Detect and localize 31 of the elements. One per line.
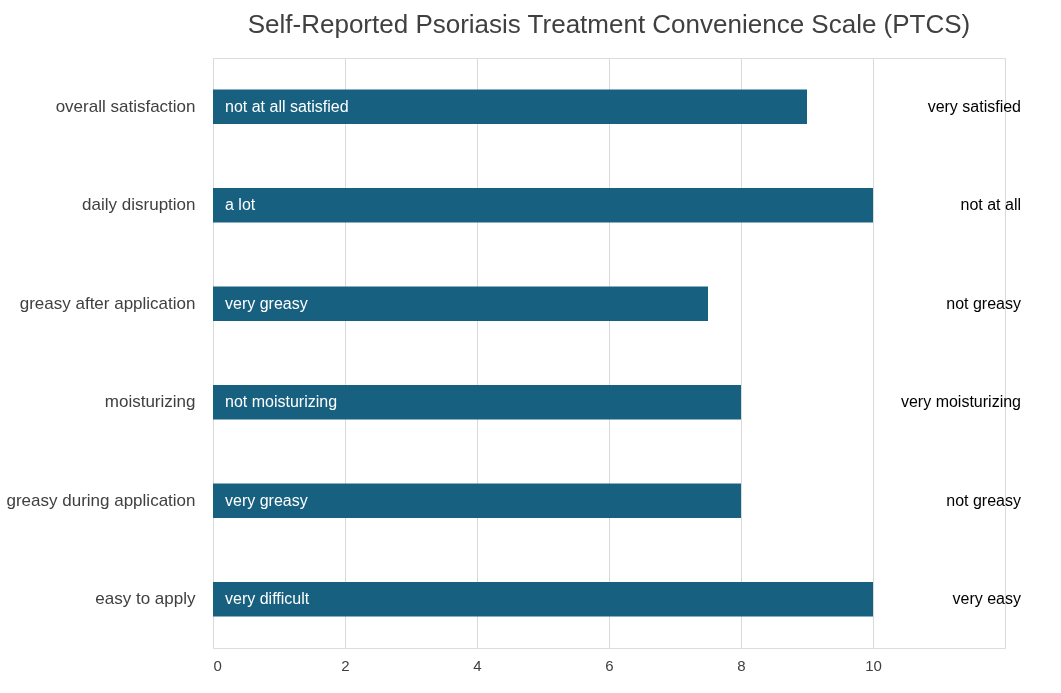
y-tick-label: easy to apply [95, 589, 196, 609]
x-tick-label: 0 [213, 656, 222, 674]
bar [213, 286, 708, 321]
annotation: very easy [952, 590, 1021, 608]
x-tick-label: 4 [473, 656, 482, 674]
x-tick-label: 10 [865, 656, 882, 674]
y-tick-label: greasy after application [19, 293, 196, 313]
chart-title: Self-Reported Psoriasis Treatment Convenience Scale (PTCS) [247, 9, 971, 39]
annotation: not greasy [946, 491, 1021, 509]
x-tick-label: 6 [605, 656, 614, 674]
annotation: not greasy [946, 294, 1021, 312]
bar [213, 582, 873, 617]
annotation: a lot [225, 196, 256, 214]
annotation: very moisturizing [900, 393, 1021, 411]
annotation: very satisfied [927, 97, 1021, 115]
annotation: very greasy [225, 491, 308, 509]
y-tick-label: daily disruption [82, 195, 196, 215]
annotation: not at all satisfied [225, 97, 349, 115]
annotation: not at all [960, 196, 1021, 214]
annotation: very greasy [225, 294, 308, 312]
y-tick-label: overall satisfaction [55, 96, 196, 116]
x-tick-label: 8 [737, 656, 746, 674]
bar [213, 188, 873, 223]
annotation: very difficult [225, 590, 310, 608]
bar [213, 89, 807, 124]
y-tick-label: greasy during application [6, 490, 196, 510]
x-tick-label: 2 [341, 656, 350, 674]
bar [213, 483, 741, 518]
bar [213, 385, 741, 420]
y-tick-label: moisturizing [104, 392, 196, 412]
annotation: not moisturizing [225, 393, 338, 411]
